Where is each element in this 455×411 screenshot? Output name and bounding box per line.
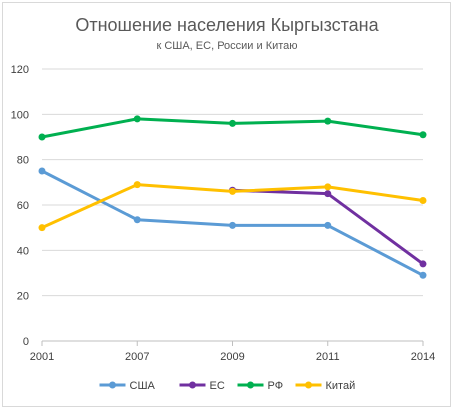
- data-point: [324, 117, 332, 125]
- legend-swatch-marker: [247, 381, 254, 389]
- data-point: [133, 181, 141, 189]
- series-2: [38, 115, 427, 141]
- x-tick-label: 2001: [30, 351, 54, 363]
- data-point: [38, 167, 46, 175]
- legend-item-0: США: [99, 380, 156, 392]
- y-tick-label: 0: [23, 336, 29, 348]
- series-3: [38, 181, 427, 232]
- x-tick-label: 2011: [316, 351, 340, 363]
- data-point: [419, 260, 427, 268]
- legend-item-2: РФ: [237, 380, 284, 392]
- chart-title: Отношение населения Кыргызстана: [75, 15, 379, 35]
- data-point: [324, 221, 332, 229]
- data-point: [38, 133, 46, 141]
- y-tick-label: 60: [17, 200, 29, 212]
- data-point: [419, 131, 427, 139]
- legend-swatch-marker: [109, 381, 116, 389]
- series-0: [38, 167, 427, 279]
- gridlines: [41, 68, 424, 346]
- x-axis-ticks: 2001 2007 2009 2011 2014: [30, 351, 435, 363]
- y-tick-label: 120: [11, 64, 29, 76]
- legend-label: РФ: [268, 380, 284, 392]
- x-tick-label: 2009: [220, 351, 244, 363]
- legend-item-3: Китай: [295, 380, 356, 392]
- data-point: [229, 119, 236, 127]
- series-lines: [38, 115, 427, 279]
- data-point: [133, 216, 141, 224]
- x-tick-label: 2007: [125, 351, 149, 363]
- legend-swatch-marker: [189, 381, 196, 389]
- data-point: [324, 183, 332, 191]
- data-point: [419, 271, 427, 279]
- data-point: [229, 221, 236, 229]
- legend-label: США: [130, 380, 156, 392]
- y-tick-label: 80: [17, 155, 29, 167]
- data-point: [38, 224, 46, 232]
- legend-label: Китай: [326, 380, 356, 392]
- legend-swatch-marker: [305, 381, 312, 389]
- data-point: [229, 187, 236, 195]
- x-tick-label: 2014: [411, 351, 435, 363]
- legend-item-1: ЕС: [179, 380, 225, 392]
- y-tick-label: 20: [17, 291, 29, 303]
- y-tick-label: 100: [11, 109, 29, 121]
- legend-label: ЕС: [210, 380, 225, 392]
- chart-subtitle: к США, ЕС, России и Китаю: [156, 40, 297, 52]
- data-point: [133, 115, 141, 123]
- data-point: [324, 190, 332, 198]
- y-axis-ticks: 0 20 40 60 80 100 120: [11, 64, 29, 348]
- legend: США ЕС РФ Китай: [99, 380, 356, 392]
- data-point: [419, 196, 427, 204]
- y-tick-label: 40: [17, 245, 29, 257]
